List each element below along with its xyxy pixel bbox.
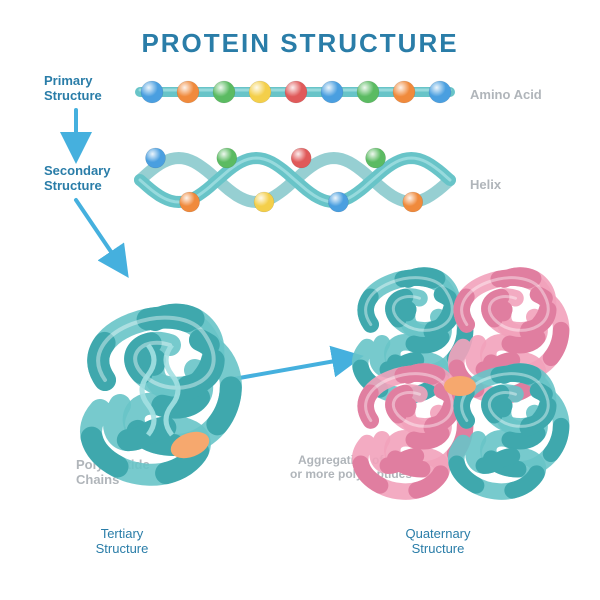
tertiary-structure-icon	[91, 315, 231, 475]
quaternary-structure-icon	[360, 275, 561, 491]
helix-icon	[140, 148, 450, 212]
diagram-canvas	[0, 0, 600, 600]
primary-structure-icon	[140, 81, 451, 103]
